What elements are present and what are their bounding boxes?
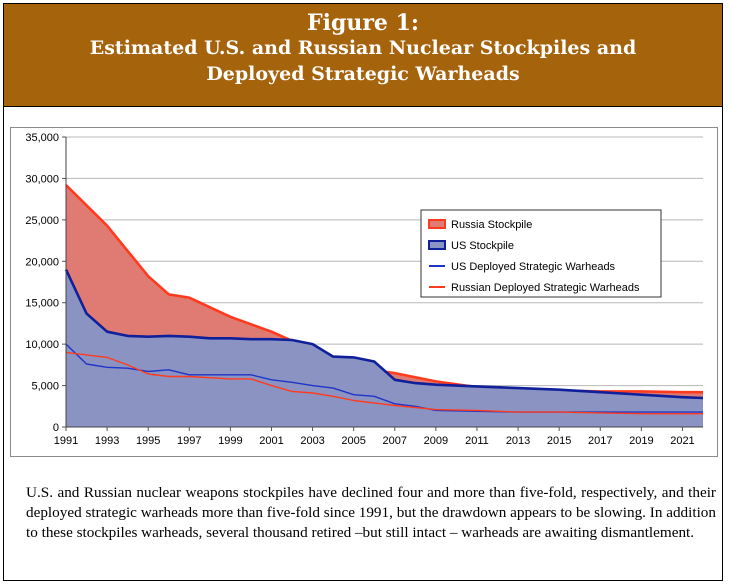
x-tick-label: 2021 [670, 435, 694, 447]
chart-panel: 0 5,000 10,000 15,000 20,000 25,000 30,000 35,0… [10, 127, 718, 457]
x-tick-label: 1997 [177, 435, 201, 447]
x-tick-label: 2015 [547, 435, 571, 447]
x-tick-label: 2013 [506, 435, 530, 447]
area-fill-1 [66, 269, 703, 427]
x-tick-label: 2005 [341, 435, 365, 447]
y-tick-label: 10,000 [25, 339, 59, 351]
y-tick-label: 30,000 [25, 173, 59, 185]
y-tick-label: 0 [53, 422, 59, 434]
x-tick-label: 2007 [383, 435, 407, 447]
legend-box [420, 209, 662, 298]
legend-label: Russian Deployed Strategic Warheads [451, 282, 640, 294]
figure-caption: U.S. and Russian nuclear weapons stockpi… [26, 484, 716, 541]
y-tick-label: 15,000 [25, 298, 59, 310]
x-tick-label: 1993 [95, 435, 119, 447]
legend-label: US Stockpile [451, 240, 514, 252]
legend-swatch [428, 219, 446, 229]
x-tick-label: 2001 [259, 435, 283, 447]
figure-title-line-1: Estimated U.S. and Russian Nuclear Stock… [89, 37, 637, 59]
series-line-3 [65, 351, 703, 415]
figure-frame: Figure 1: Estimated U.S. and Russian Nuc… [3, 3, 723, 581]
figure-title-line-2: Deployed Strategic Warheads [206, 63, 520, 85]
x-tick-label: 2003 [300, 435, 324, 447]
stockpile-chart: 0 5,000 10,000 15,000 20,000 25,000 30,000 35,0… [25, 132, 704, 447]
y-tick-label: 5,000 [31, 381, 59, 393]
x-tick-label: 1995 [136, 435, 160, 447]
y-tick-label: 20,000 [25, 256, 59, 268]
legend-label: Russia Stockpile [451, 219, 532, 231]
legend-label: US Deployed Strategic Warheads [451, 261, 616, 273]
x-tick-label: 2011 [465, 435, 489, 447]
x-tick-label: 2017 [588, 435, 612, 447]
x-tick-label: 2009 [424, 435, 448, 447]
y-tick-label: 25,000 [25, 215, 59, 227]
legend-swatch [428, 240, 446, 250]
figure-number: Figure 1: [306, 10, 420, 36]
y-tick-label: 35,000 [25, 132, 59, 144]
area-outline-1 [64, 269, 704, 400]
x-tick-label: 2019 [629, 435, 653, 447]
x-tick-label: 1991 [54, 435, 78, 447]
figure-header: Figure 1: Estimated U.S. and Russian Nuc… [4, 4, 722, 107]
x-tick-label: 1999 [218, 435, 242, 447]
